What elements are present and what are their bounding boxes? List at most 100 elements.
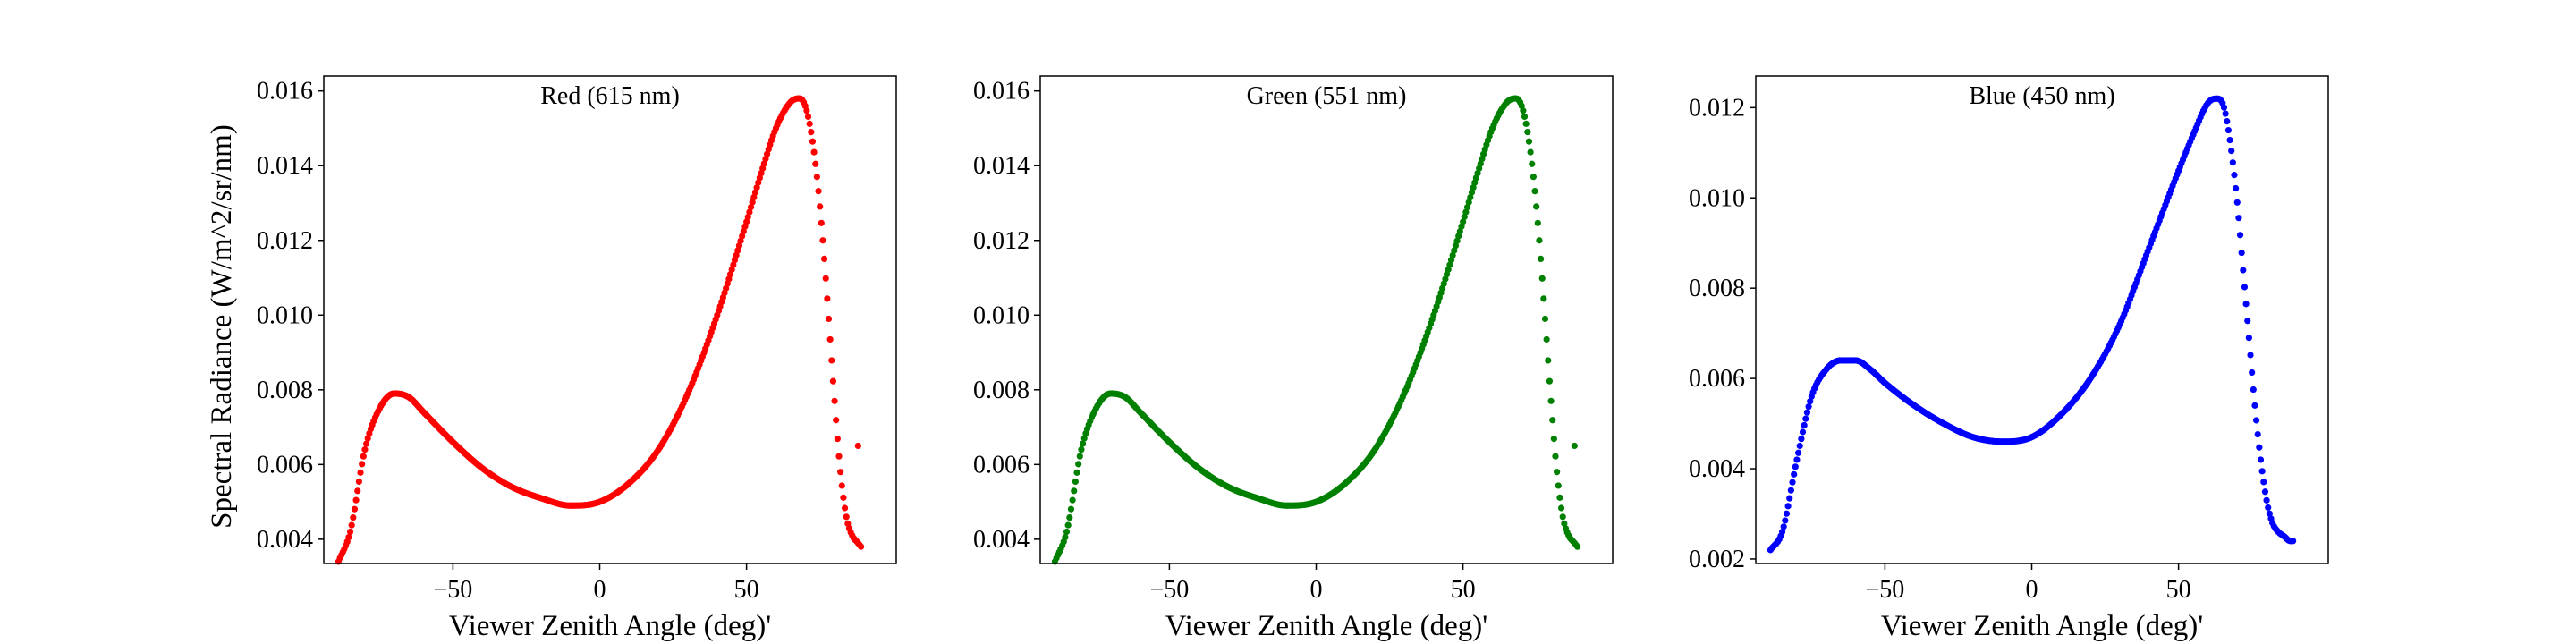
data-point	[1531, 188, 1538, 195]
y-tick-label: 0.016	[257, 78, 313, 106]
panel-red-title: Red (615 nm)	[540, 82, 680, 110]
data-point	[2240, 267, 2247, 274]
data-point	[1780, 523, 1787, 530]
data-point	[2224, 118, 2231, 125]
data-point	[825, 315, 833, 323]
outlier-point	[1571, 442, 1578, 450]
data-point	[360, 453, 367, 460]
x-tick-label: 50	[2166, 576, 2191, 604]
data-point	[1520, 107, 1527, 114]
panel-red-x-ticks: −50 0 50	[434, 564, 759, 604]
data-point	[351, 505, 359, 513]
data-point	[2224, 126, 2233, 134]
y-tick-label: 0.008	[257, 377, 313, 404]
data-point	[833, 417, 840, 424]
data-point	[1536, 237, 1543, 244]
y-tick-label: 0.012	[257, 227, 313, 255]
panel-red-points	[335, 95, 865, 565]
y-tick-label: 0.006	[257, 451, 313, 479]
data-point	[828, 357, 835, 364]
data-point	[1465, 199, 1472, 206]
data-point	[803, 107, 810, 114]
y-tick-label: 0.012	[973, 227, 1030, 255]
data-point	[843, 513, 850, 521]
data-point	[753, 184, 760, 191]
y-tick-label: 0.002	[1689, 546, 1745, 573]
data-point	[2241, 284, 2249, 291]
data-point	[831, 397, 838, 404]
data-point	[838, 482, 845, 489]
data-point	[2257, 456, 2265, 463]
y-tick-label: 0.008	[973, 377, 1030, 404]
data-point	[1467, 194, 1474, 201]
data-point	[354, 487, 361, 495]
data-point	[812, 160, 819, 167]
data-point	[1791, 470, 1798, 478]
data-point	[1063, 528, 1071, 536]
data-point	[1533, 203, 1540, 210]
x-tick-label: 50	[1451, 576, 1476, 604]
panel-red: −50 0 50 0.0040.0060.0080.0100.0120.0140.0…	[257, 75, 897, 642]
y-tick-label: 0.010	[1689, 184, 1745, 212]
data-point	[1071, 487, 1078, 495]
outlier-point	[854, 442, 861, 450]
data-point	[1534, 219, 1541, 226]
data-point	[361, 446, 369, 453]
data-point	[359, 461, 366, 468]
y-tick-label: 0.006	[1689, 365, 1745, 393]
data-point	[345, 534, 352, 541]
data-point	[744, 213, 751, 221]
data-point	[747, 204, 755, 211]
data-point	[1574, 543, 1581, 550]
data-point	[1073, 469, 1080, 476]
data-point	[2235, 215, 2242, 222]
data-point	[1078, 446, 1085, 453]
data-point	[1463, 204, 1471, 211]
figure-ylabel: Spectral Radiance (W/m^2/sr/nm)	[206, 124, 238, 529]
y-tick-label: 0.010	[257, 301, 313, 329]
data-point	[1554, 469, 1561, 476]
data-point	[1799, 428, 1807, 436]
data-point	[350, 514, 357, 521]
data-point	[2222, 110, 2229, 117]
data-point	[1525, 138, 1533, 145]
data-point	[1547, 397, 1555, 404]
data-point	[1072, 478, 1079, 486]
data-point	[1782, 517, 1789, 524]
data-point	[1786, 495, 1793, 502]
data-point	[1529, 160, 1536, 167]
data-point	[837, 469, 844, 476]
data-point	[2236, 232, 2244, 239]
y-tick-label: 0.010	[973, 301, 1030, 329]
data-point	[826, 335, 834, 343]
data-point	[2251, 402, 2258, 409]
data-point	[1543, 335, 1550, 343]
data-point	[1784, 503, 1792, 510]
data-point	[1794, 449, 1802, 456]
data-point	[2220, 104, 2228, 111]
data-point	[1461, 213, 1468, 221]
data-point	[820, 255, 828, 263]
x-tick-label: −50	[434, 576, 473, 604]
data-point	[1541, 315, 1549, 323]
x-tick-label: −50	[1866, 576, 1905, 604]
panel-red-xlabel: Viewer Zenith Angle (deg)'	[449, 610, 771, 642]
data-point	[348, 521, 355, 529]
data-point	[1079, 440, 1087, 447]
data-point	[2256, 444, 2263, 451]
data-point	[1075, 461, 1082, 468]
x-tick-label: 0	[2026, 576, 2038, 604]
data-point	[1538, 275, 1546, 282]
data-point	[1778, 529, 1786, 536]
data-point	[813, 174, 820, 181]
data-point	[1803, 409, 1811, 416]
data-point	[810, 148, 818, 156]
data-point	[2247, 352, 2254, 359]
panel-blue-xlabel: Viewer Zenith Angle (deg)'	[1881, 610, 2203, 642]
data-point	[1540, 295, 1547, 302]
data-point	[818, 219, 825, 226]
data-point	[355, 478, 362, 486]
panel-blue-title: Blue (450 nm)	[1969, 82, 2114, 110]
data-point	[1556, 494, 1563, 501]
data-point	[844, 520, 852, 527]
